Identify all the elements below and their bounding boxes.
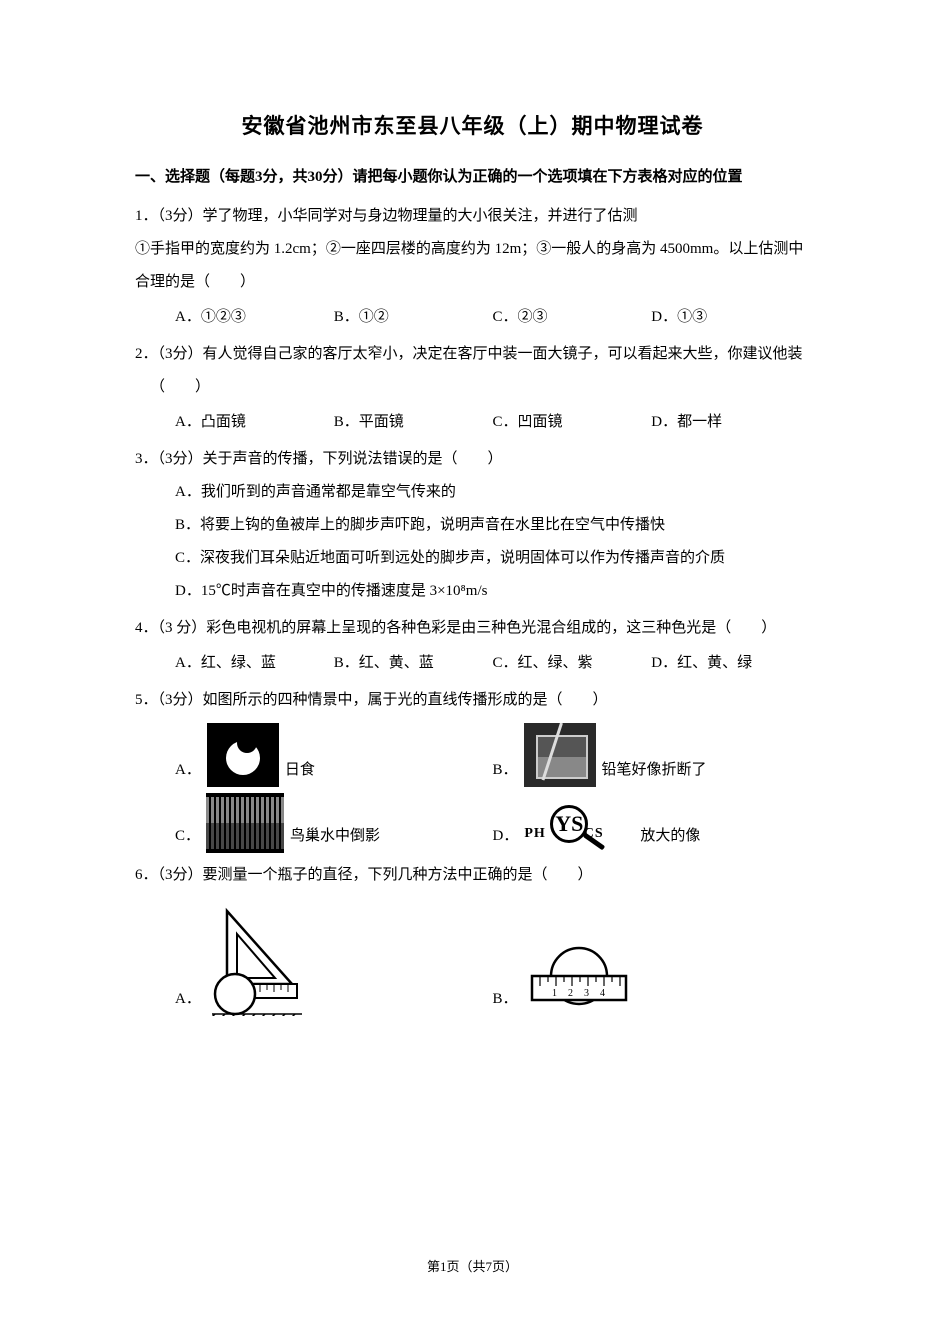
svg-text:2: 2 bbox=[568, 988, 573, 999]
q5d-caption: 放大的像 bbox=[640, 820, 700, 853]
q3-stem: 3．（3分）关于声音的传播，下列说法错误的是（ ） bbox=[135, 443, 810, 476]
q5b-caption: 铅笔好像折断了 bbox=[602, 754, 707, 787]
q6b-label: B． bbox=[493, 983, 518, 1016]
question-1: 1．（3分）学了物理，小华同学对与身边物理量的大小很关注，并进行了估测 ①手指甲… bbox=[135, 200, 810, 334]
svg-text:3: 3 bbox=[584, 988, 589, 999]
page-title: 安徽省池州市东至县八年级（上）期中物理试卷 bbox=[135, 110, 810, 140]
q3-opt-c: C．深夜我们耳朵贴近地面可听到远处的脚步声，说明固体可以作为传播声音的介质 bbox=[135, 542, 810, 575]
q1-opt-a: A．①②③ bbox=[175, 301, 334, 334]
question-6: 6．（3分）要测量一个瓶子的直径，下列几种方法中正确的是（ ） A． bbox=[135, 859, 810, 1016]
triangle-ruler-icon bbox=[207, 906, 312, 1016]
q2-opt-a: A．凸面镜 bbox=[175, 406, 334, 439]
section-header: 一、选择题（每题3分，共30分）请把每小题你认为正确的一个选项填在下方表格对应的… bbox=[135, 162, 810, 192]
q1-opt-d: D．①③ bbox=[651, 301, 810, 334]
reflection-icon bbox=[206, 793, 284, 853]
q2-opt-c: C．凹面镜 bbox=[493, 406, 652, 439]
pencil-refraction-icon bbox=[524, 723, 596, 787]
question-3: 3．（3分）关于声音的传播，下列说法错误的是（ ） A．我们听到的声音通常都是靠… bbox=[135, 443, 810, 608]
page-footer: 第1页（共7页） bbox=[0, 1256, 945, 1275]
q4-opt-a: A．红、绿、蓝 bbox=[175, 647, 334, 680]
q2-opt-d: D．都一样 bbox=[651, 406, 810, 439]
q6-row: A． bbox=[135, 906, 810, 1016]
q1-stem: 1．（3分）学了物理，小华同学对与身边物理量的大小很关注，并进行了估测 bbox=[135, 200, 810, 233]
q1-opt-c: C．②③ bbox=[493, 301, 652, 334]
q4-options: A．红、绿、蓝 B．红、黄、蓝 C．红、绿、紫 D．红、黄、绿 bbox=[135, 647, 810, 680]
eclipse-icon bbox=[207, 723, 279, 787]
q6-stem: 6．（3分）要测量一个瓶子的直径，下列几种方法中正确的是（ ） bbox=[135, 859, 810, 892]
q5c-label: C． bbox=[175, 820, 200, 853]
q4-opt-c: C．红、绿、紫 bbox=[493, 647, 652, 680]
q1-options: A．①②③ B．①② C．②③ D．①③ bbox=[135, 301, 810, 334]
q1-opt-b: B．①② bbox=[334, 301, 493, 334]
q5c-caption: 鸟巢水中倒影 bbox=[290, 820, 380, 853]
svg-text:4: 4 bbox=[600, 988, 605, 999]
q5a-caption: 日食 bbox=[285, 754, 315, 787]
q2-stem: 2．（3分）有人觉得自己家的客厅太窄小，决定在客厅中装一面大镜子，可以看起来大些… bbox=[135, 338, 810, 404]
q5-stem: 5．（3分）如图所示的四种情景中，属于光的直线传播形成的是（ ） bbox=[135, 684, 810, 717]
q3-opt-a: A．我们听到的声音通常都是靠空气传来的 bbox=[135, 476, 810, 509]
mag-left: PH bbox=[524, 826, 545, 841]
q5-row2: C． 鸟巢水中倒影 D． PH ICS YS 放大的像 bbox=[135, 793, 810, 853]
q4-opt-d: D．红、黄、绿 bbox=[651, 647, 810, 680]
q5a-label: A． bbox=[175, 754, 201, 787]
q4-opt-b: B．红、黄、蓝 bbox=[334, 647, 493, 680]
q3-opt-b: B．将要上钩的鱼被岸上的脚步声吓跑，说明声音在水里比在空气中传播快 bbox=[135, 509, 810, 542]
lens-icon: YS bbox=[550, 805, 588, 843]
question-5: 5．（3分）如图所示的四种情景中，属于光的直线传播形成的是（ ） A． 日食 B… bbox=[135, 684, 810, 853]
svg-text:1: 1 bbox=[552, 988, 557, 999]
q5b-label: B． bbox=[493, 754, 518, 787]
question-4: 4．（3 分）彩色电视机的屏幕上呈现的各种色彩是由三种色光混合组成的，这三种色光… bbox=[135, 612, 810, 680]
magnifier-icon: PH ICS YS bbox=[524, 803, 634, 853]
q5-row1: A． 日食 B． 铅笔好像折断了 bbox=[135, 723, 810, 787]
q2-options: A．凸面镜 B．平面镜 C．凹面镜 D．都一样 bbox=[135, 406, 810, 439]
q1-line2: ①手指甲的宽度约为 1.2cm；②一座四层楼的高度约为 12m；③一般人的身高为… bbox=[135, 233, 810, 299]
q3-opt-d: D．15℃时声音在真空中的传播速度是 3×10⁸m/s bbox=[135, 575, 810, 608]
question-2: 2．（3分）有人觉得自己家的客厅太窄小，决定在客厅中装一面大镜子，可以看起来大些… bbox=[135, 338, 810, 439]
q2-opt-b: B．平面镜 bbox=[334, 406, 493, 439]
q6a-label: A． bbox=[175, 983, 201, 1016]
q5d-label: D． bbox=[493, 820, 519, 853]
q4-stem: 4．（3 分）彩色电视机的屏幕上呈现的各种色彩是由三种色光混合组成的，这三种色光… bbox=[135, 612, 810, 645]
ruler-circle-icon: 1 2 3 4 bbox=[524, 944, 634, 1016]
